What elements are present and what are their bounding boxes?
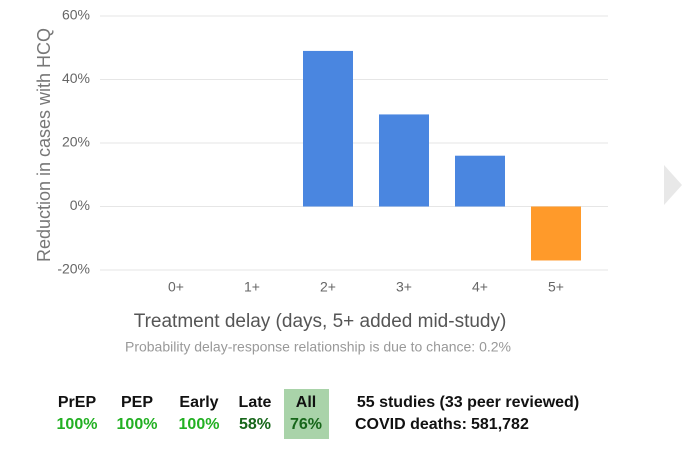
bar: [379, 114, 429, 207]
tab-value: 100%: [57, 416, 98, 433]
subtitle: Probability delay-response relationship …: [125, 339, 511, 355]
tab-name[interactable]: PrEP: [58, 394, 97, 411]
studies-count: 55 studies (33 peer reviewed): [357, 394, 579, 411]
bar: [303, 50, 353, 207]
tab-name[interactable]: PEP: [121, 394, 153, 411]
tab-value: 58%: [239, 416, 271, 433]
x-tick-label: 1+: [244, 279, 260, 295]
bar: [455, 155, 505, 207]
summary: 55 studies (33 peer reviewed) COVID deat…: [57, 389, 579, 439]
y-tick-label: 0%: [70, 197, 90, 213]
deaths-value: 581,782: [471, 416, 529, 433]
bar: [531, 206, 581, 261]
x-axis-label: Treatment delay (days, 5+ added mid-stud…: [134, 311, 507, 332]
y-tick-label: -20%: [57, 261, 90, 277]
x-tick-label: 5+: [548, 279, 564, 295]
plot: -20% 0% 20% 40% 60% 0+ 1+ 2+ 3+ 4+ 5+: [57, 7, 608, 295]
x-tick-label: 3+: [396, 279, 412, 295]
tab-name[interactable]: All: [296, 394, 316, 411]
y-tick-label: 20%: [62, 134, 90, 150]
y-axis-label: Reduction in cases with HCQ: [34, 28, 54, 262]
deaths-label: COVID deaths:: [355, 416, 467, 433]
x-tick-label: 4+: [472, 279, 488, 295]
tab-value: 100%: [179, 416, 220, 433]
tab-value: 100%: [117, 416, 158, 433]
y-tick-label: 60%: [62, 7, 90, 23]
tab-name[interactable]: Early: [179, 394, 218, 411]
x-tick-label: 0+: [168, 279, 184, 295]
y-tick-label: 40%: [62, 70, 90, 86]
tab-value: 76%: [290, 416, 322, 433]
x-tick-label: 2+: [320, 279, 336, 295]
next-arrow[interactable]: [664, 165, 682, 205]
tab-name[interactable]: Late: [239, 394, 272, 411]
tab-highlight: [284, 389, 329, 439]
